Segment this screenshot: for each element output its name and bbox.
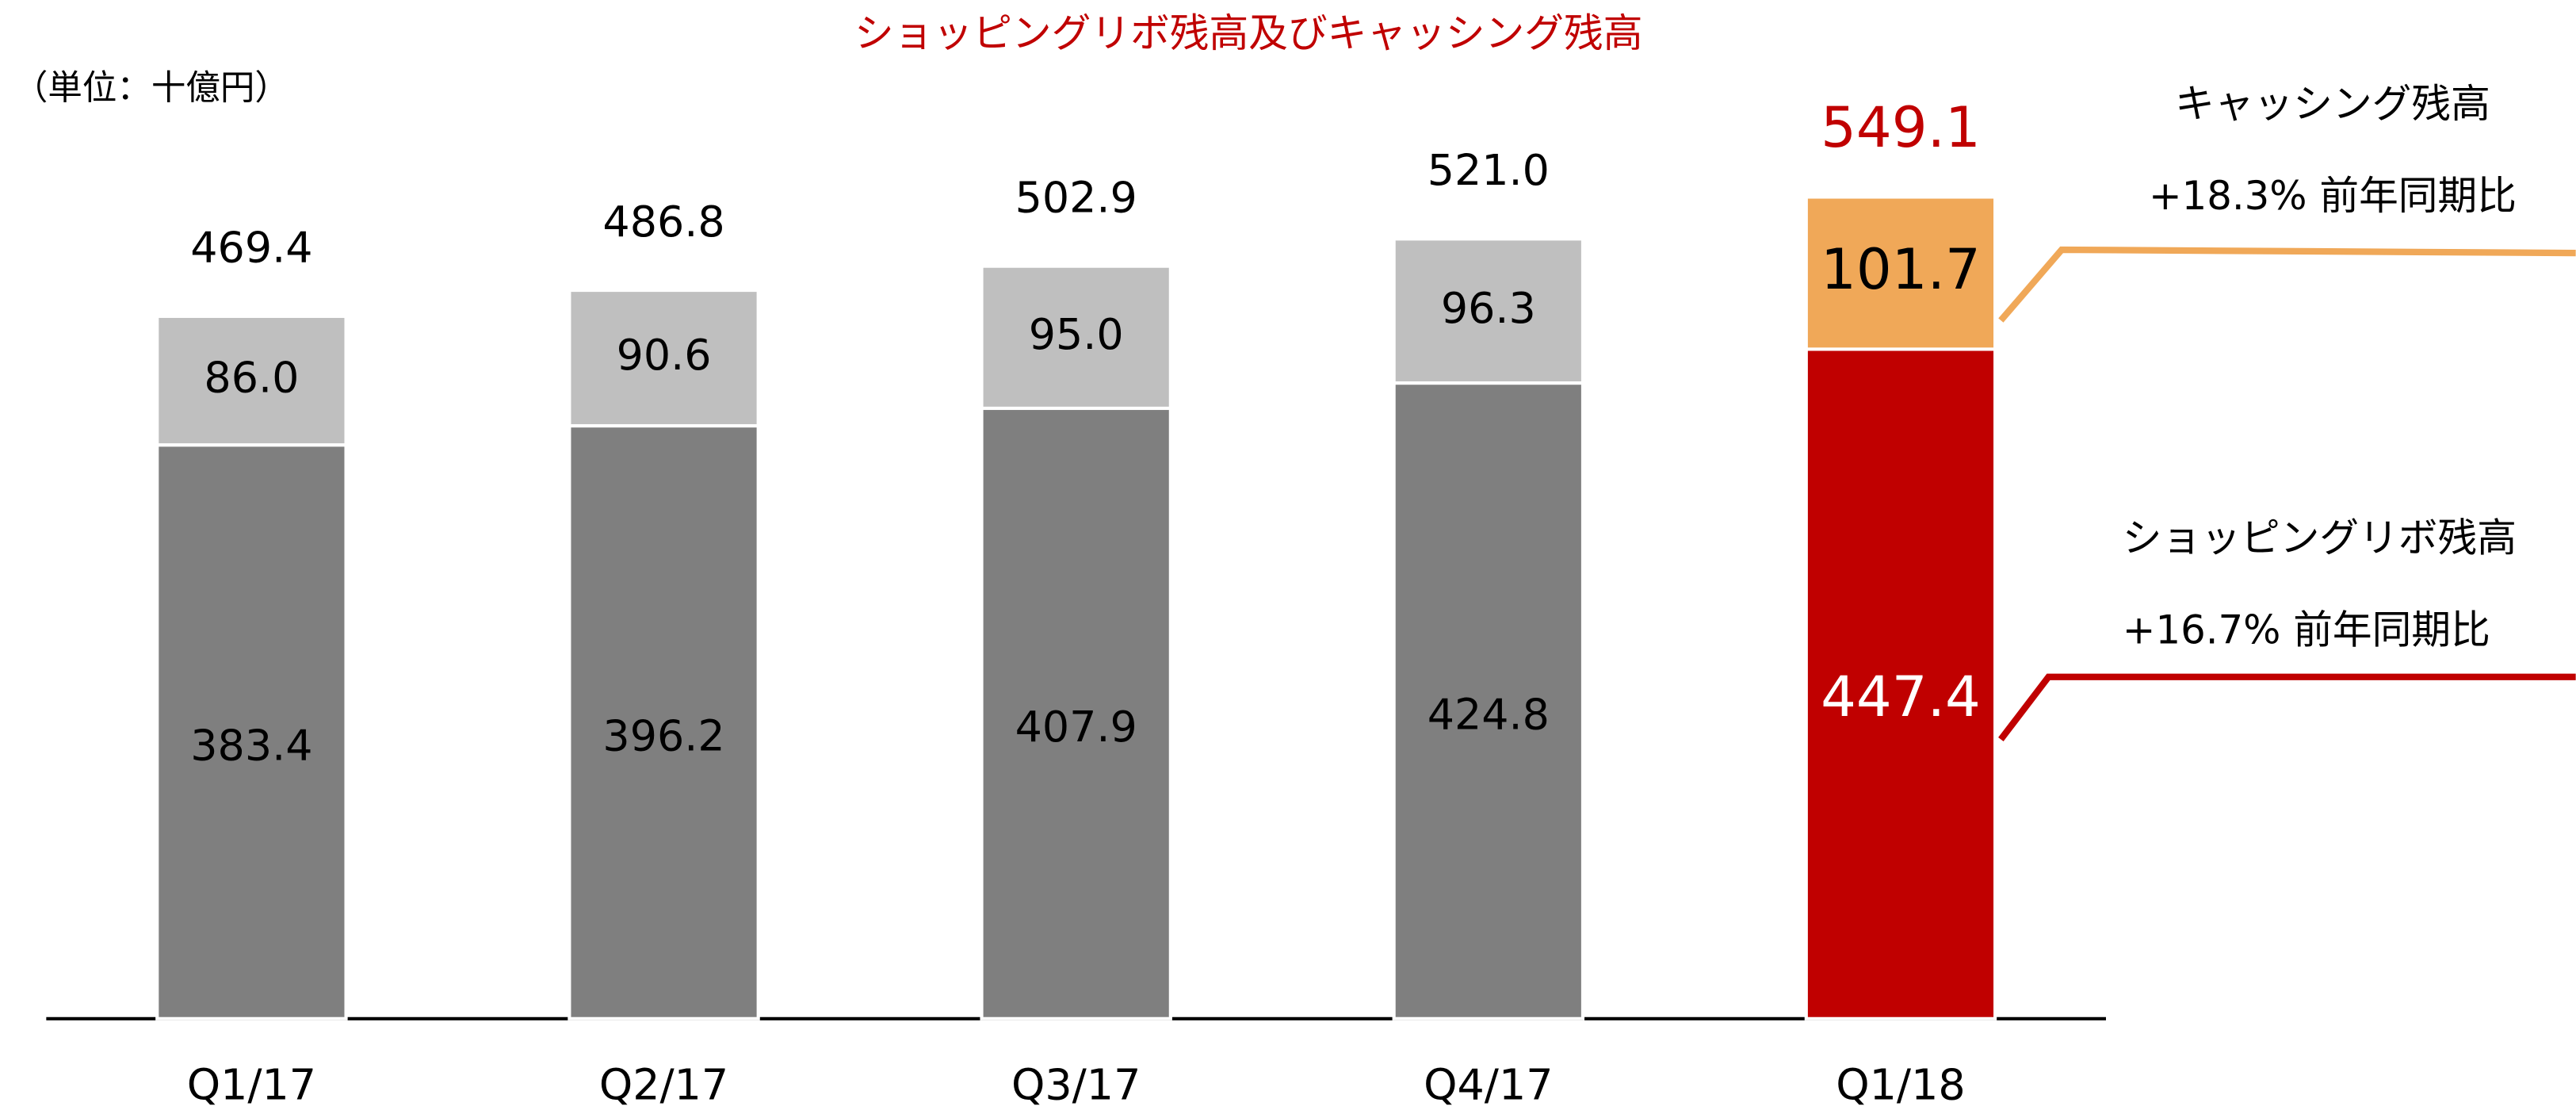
data-label: 90.6: [617, 330, 712, 380]
annotation: キャッシング残高: [2175, 81, 2490, 127]
annotation: ショッピングリボ残高: [2123, 515, 2517, 561]
unit-label: （単位：十億円）: [13, 68, 289, 108]
bar-segment: [1392, 381, 1585, 1020]
data-label: 96.3: [1441, 283, 1536, 333]
annotation: +18.3% 前年同期比: [2149, 173, 2517, 219]
bar-segment: [1392, 237, 1585, 385]
bar-segment: [1804, 195, 1997, 351]
data-label: 95.0: [1029, 309, 1124, 359]
data-label: 447.4: [1821, 664, 1981, 729]
bar-segment: [980, 264, 1172, 411]
callout-line: [1998, 246, 2576, 323]
bar-segment: [568, 288, 760, 428]
total-label: 502.9: [1015, 172, 1137, 222]
callout-line: [1998, 673, 2576, 742]
x-tick-label: Q1/18: [1836, 1059, 1965, 1109]
bar-segment: [155, 443, 348, 1020]
total-label: 549.1: [1821, 95, 1981, 160]
data-label: 396.2: [602, 710, 724, 760]
total-label: 521.0: [1428, 145, 1550, 195]
x-tick-label: Q1/17: [187, 1059, 316, 1109]
bar-segment: [155, 314, 348, 447]
bar-segment: [980, 406, 1172, 1020]
data-label: 407.9: [1015, 702, 1137, 752]
bar-segment: [1804, 347, 1997, 1020]
total-label: 486.8: [602, 197, 724, 247]
data-label: 383.4: [190, 720, 312, 770]
x-tick-label: Q4/17: [1424, 1059, 1553, 1109]
chart-title: ショッピングリボ残高及びキャッシング残高: [854, 10, 1642, 56]
x-tick-label: Q3/17: [1011, 1059, 1141, 1109]
data-label: 86.0: [204, 353, 299, 403]
total-label: 469.4: [190, 223, 312, 273]
x-tick-label: Q2/17: [599, 1059, 728, 1109]
data-label: 101.7: [1821, 237, 1981, 302]
data-label: 424.8: [1428, 689, 1550, 739]
annotation: +16.7% 前年同期比: [2123, 607, 2490, 653]
